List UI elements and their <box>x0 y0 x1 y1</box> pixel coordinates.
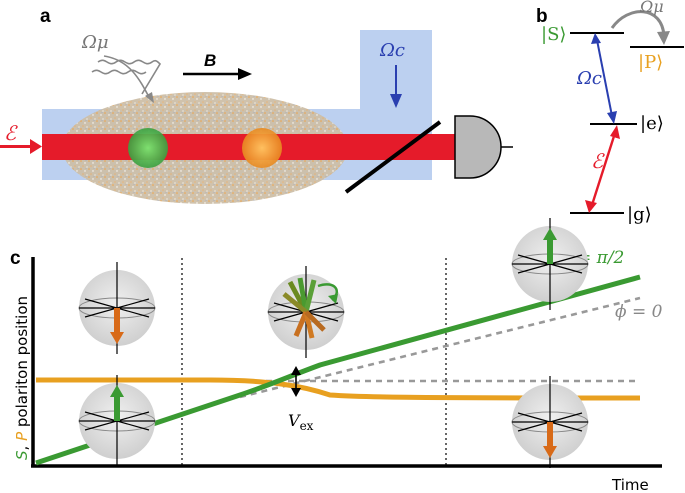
probe-transition-label: ℰ <box>591 149 605 173</box>
vex-label: Vex <box>288 411 314 433</box>
sphere-5-state-arrow <box>547 422 553 448</box>
probe-transition <box>590 132 617 206</box>
sphere-5-state-arrow-head <box>543 446 557 458</box>
green-polariton <box>128 128 168 168</box>
coupling-transition <box>596 39 613 117</box>
microwave-label: Ωμ <box>81 32 109 53</box>
panel-b: b |S⟩ |P⟩ |e⟩ |g⟩ Ωμ Ωc ℰ <box>536 0 684 225</box>
probe-arrow-head <box>30 139 42 154</box>
coupling-transition-head-top <box>591 33 601 44</box>
bloch-sphere-4 <box>511 218 589 310</box>
panel-b-letter: b <box>536 6 548 27</box>
bloch-sphere-2 <box>78 375 156 467</box>
vex-label-main: V <box>288 411 301 430</box>
coupling-arrow-head <box>390 94 402 108</box>
microwave-wave-1 <box>97 59 162 95</box>
sphere-1-state-arrow-head <box>110 332 124 344</box>
level-s-label: |S⟩ <box>541 24 566 45</box>
y-axis-label-p: P <box>13 431 31 441</box>
sphere-4-state-arrow <box>547 238 553 264</box>
level-p-label: |P⟩ <box>638 52 663 73</box>
panel-a-letter: a <box>40 6 51 27</box>
orange-polariton-curve <box>36 377 641 401</box>
sphere-3-arrow-d <box>282 292 308 314</box>
microwave-transition-head <box>657 31 670 45</box>
y-axis-label-comma: , <box>13 441 31 451</box>
probe-arrow-shaft <box>0 145 30 148</box>
sphere-2-state-arrow <box>114 395 120 421</box>
coupling-label: Ωc <box>379 40 405 61</box>
vex-label-sub: ex <box>300 419 314 433</box>
vex-arrow-head-top <box>291 366 301 375</box>
bloch-sphere-1 <box>78 262 156 354</box>
sphere-2-state-arrow-head <box>110 385 124 397</box>
orange-polariton <box>242 128 282 168</box>
level-g-label: |g⟩ <box>627 204 652 225</box>
sphere-3-precession-head <box>328 294 338 304</box>
x-axis-label: Time <box>611 476 649 493</box>
bloch-sphere-3 <box>267 266 345 358</box>
microwave-transition-label: Ωμ <box>639 0 664 16</box>
probe-label: ℰ <box>4 121 18 145</box>
detector <box>454 115 502 179</box>
level-e-label: |e⟩ <box>640 113 664 134</box>
panel-a: a Ωμ B Ωc ℰ <box>0 6 513 204</box>
sphere-1-state-arrow <box>114 308 120 334</box>
sphere-3-arrow-e <box>293 311 309 337</box>
panel-c: c Vex ϕ = π/2 ϕ = 0 S, P polariton posit… <box>10 218 663 493</box>
b-field-arrow-head <box>238 68 252 80</box>
sphere-4-state-arrow-head <box>543 228 557 240</box>
b-field-label: B <box>204 51 216 70</box>
microwave-arrow-head <box>145 92 154 103</box>
phi-zero-rising <box>239 296 641 399</box>
vex-arrow-head-bottom <box>291 388 301 397</box>
y-axis-label: S, P polariton position <box>13 296 31 460</box>
dichroic-mirror <box>344 120 442 194</box>
sphere-3-arrow-g <box>304 310 326 332</box>
green-polariton-curve <box>35 274 641 466</box>
y-axis-label-rest: polariton position <box>13 296 31 432</box>
coupling-transition-head-bottom <box>607 111 617 124</box>
sphere-3-arrow-c <box>303 279 317 313</box>
panel-c-letter: c <box>10 248 21 269</box>
phi-zero-label: ϕ = 0 <box>615 302 663 322</box>
coupling-transition-label: Ωc <box>576 68 602 89</box>
microwave-transition <box>610 10 666 37</box>
probe-transition-head-bottom <box>585 200 597 213</box>
y-axis-label-s: S <box>13 450 31 460</box>
microwave-wave-2 <box>91 69 147 75</box>
probe-transition-head-top <box>610 125 620 139</box>
microwave-arrow <box>103 55 151 100</box>
bloch-sphere-5 <box>511 376 589 468</box>
